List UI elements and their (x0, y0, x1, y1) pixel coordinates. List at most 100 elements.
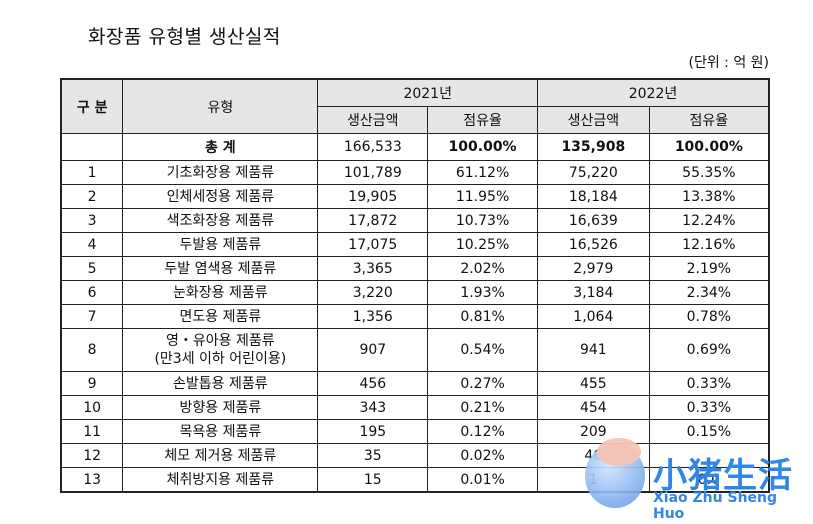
row-share-2022: 0.69% (648, 328, 770, 372)
total-amount-2021: 166,533 (317, 133, 429, 161)
watermark-subtitle: Xiao Zhu Sheng Huo (653, 490, 778, 522)
header-category: 구 분 (60, 78, 124, 134)
row-number: 1 (60, 160, 124, 185)
row-amount-2022: 16,526 (536, 232, 650, 257)
row-amount-2022: 2,979 (536, 256, 650, 281)
row-type: 면도용 제품류 (122, 304, 319, 329)
table-row: 3 색조화장용 제품류 17,872 10.73% 16,639 12.24% (60, 208, 770, 233)
table-row: 4 두발용 제품류 17,075 10.25% 16,526 12.16% (60, 232, 770, 257)
row-number: 11 (60, 419, 124, 444)
row-share-2022: 12.16% (648, 232, 770, 257)
row-number: 5 (60, 256, 124, 281)
unit-label: (단위 : 억 원) (688, 55, 769, 71)
row-share-2022: 0.33% (648, 371, 770, 396)
total-share-2021: 100.00% (427, 133, 538, 161)
row-number: 8 (60, 328, 124, 372)
row-number: 6 (60, 280, 124, 305)
row-share-2022: 0.33% (648, 395, 770, 420)
row-share-2021: 0.02% (427, 443, 538, 468)
row-type: 인체세정용 제품류 (122, 184, 319, 209)
row-share-2022: 13.38% (648, 184, 770, 209)
row-number: 4 (60, 232, 124, 257)
table-row: 8 영・유아용 제품류 (만3세 이하 어린이용) 907 0.54% 941 0.69% (60, 328, 770, 372)
total-label: 총 계 (122, 133, 319, 161)
row-number: 9 (60, 371, 124, 396)
row-number: 10 (60, 395, 124, 420)
row-share-2021: 2.02% (427, 256, 538, 281)
table-row: 9 손발톱용 제품류 456 0.27% 455 0.33% (60, 371, 770, 396)
row-number: 3 (60, 208, 124, 233)
row-share-2021: 0.21% (427, 395, 538, 420)
header-type: 유형 (122, 78, 319, 134)
row-amount-2021: 1,356 (317, 304, 429, 329)
table-row: 11 목욕용 제품류 195 0.12% 209 0.15% (60, 419, 770, 444)
row-number: 13 (60, 467, 124, 493)
row-share-2021: 0.12% (427, 419, 538, 444)
row-amount-2021: 15 (317, 467, 429, 493)
row-share-2022: 2.19% (648, 256, 770, 281)
row-amount-2022: 3,184 (536, 280, 650, 305)
header-amount-2021: 생산금액 (317, 106, 429, 134)
table-row: 10 방향용 제품류 343 0.21% 454 0.33% (60, 395, 770, 420)
row-amount-2022: 941 (536, 328, 650, 372)
row-type: 목욕용 제품류 (122, 419, 319, 444)
row-share-2022: 2.34% (648, 280, 770, 305)
row-number: 12 (60, 443, 124, 468)
row-amount-2022: 454 (536, 395, 650, 420)
row-amount-2021: 3,365 (317, 256, 429, 281)
row-type: 손발톱용 제품류 (122, 371, 319, 396)
watermark-brand: 小猪生活 (653, 456, 793, 496)
header-share-2022: 점유율 (648, 106, 770, 134)
row-amount-2022: 455 (536, 371, 650, 396)
row-amount-2021: 3,220 (317, 280, 429, 305)
row-share-2021: 1.93% (427, 280, 538, 305)
row-amount-2021: 19,905 (317, 184, 429, 209)
row-amount-2021: 101,789 (317, 160, 429, 185)
row-share-2021: 0.54% (427, 328, 538, 372)
row-amount-2022: 18,184 (536, 184, 650, 209)
row-share-2021: 10.73% (427, 208, 538, 233)
row-type: 체취방지용 제품류 (122, 467, 319, 493)
table-row: 2 인체세정용 제품류 19,905 11.95% 18,184 13.38% (60, 184, 770, 209)
watermark-logo: 小猪生活 Xiao Zhu Sheng Huo (575, 438, 810, 522)
row-amount-2021: 343 (317, 395, 429, 420)
row-amount-2022: 1,064 (536, 304, 650, 329)
row-share-2022: 55.35% (648, 160, 770, 185)
row-type: 색조화장용 제품류 (122, 208, 319, 233)
pig-face-icon (597, 438, 641, 466)
header-year-2021: 2021년 (317, 78, 538, 107)
row-share-2022: 0.78% (648, 304, 770, 329)
total-no (60, 133, 124, 161)
row-amount-2021: 195 (317, 419, 429, 444)
header-share-2021: 점유율 (427, 106, 538, 134)
row-amount-2021: 17,075 (317, 232, 429, 257)
row-type: 눈화장용 제품류 (122, 280, 319, 305)
table-row: 1 기초화장용 제품류 101,789 61.12% 75,220 55.35% (60, 160, 770, 185)
row-share-2022: 0.0 (648, 467, 770, 493)
row-share-2021: 10.25% (427, 232, 538, 257)
row-amount-2021: 907 (317, 328, 429, 372)
page-title: 화장품 유형별 생산실적 (88, 26, 281, 48)
row-share-2021: 0.81% (427, 304, 538, 329)
row-amount-2022: 75,220 (536, 160, 650, 185)
row-amount-2021: 35 (317, 443, 429, 468)
row-type: 두발 염색용 제품류 (122, 256, 319, 281)
header-amount-2022: 생산금액 (536, 106, 650, 134)
row-type: 방향용 제품류 (122, 395, 319, 420)
row-type: 두발용 제품류 (122, 232, 319, 257)
row-share-2021: 0.27% (427, 371, 538, 396)
row-type: 체모 제거용 제품류 (122, 443, 319, 468)
row-share-2021: 61.12% (427, 160, 538, 185)
total-row: 총 계 166,533 100.00% 135,908 100.00% (60, 133, 770, 161)
total-share-2022: 100.00% (648, 133, 770, 161)
row-amount-2021: 17,872 (317, 208, 429, 233)
row-amount-2022: 16,639 (536, 208, 650, 233)
row-amount-2021: 456 (317, 371, 429, 396)
table-row: 5 두발 염색용 제품류 3,365 2.02% 2,979 2.19% (60, 256, 770, 281)
row-share-2022 (648, 443, 770, 468)
table-row: 6 눈화장용 제품류 3,220 1.93% 3,184 2.34% (60, 280, 770, 305)
table-row: 7 면도용 제품류 1,356 0.81% 1,064 0.78% (60, 304, 770, 329)
row-type: 영・유아용 제품류 (만3세 이하 어린이용) (122, 328, 319, 372)
row-number: 2 (60, 184, 124, 209)
row-number: 7 (60, 304, 124, 329)
